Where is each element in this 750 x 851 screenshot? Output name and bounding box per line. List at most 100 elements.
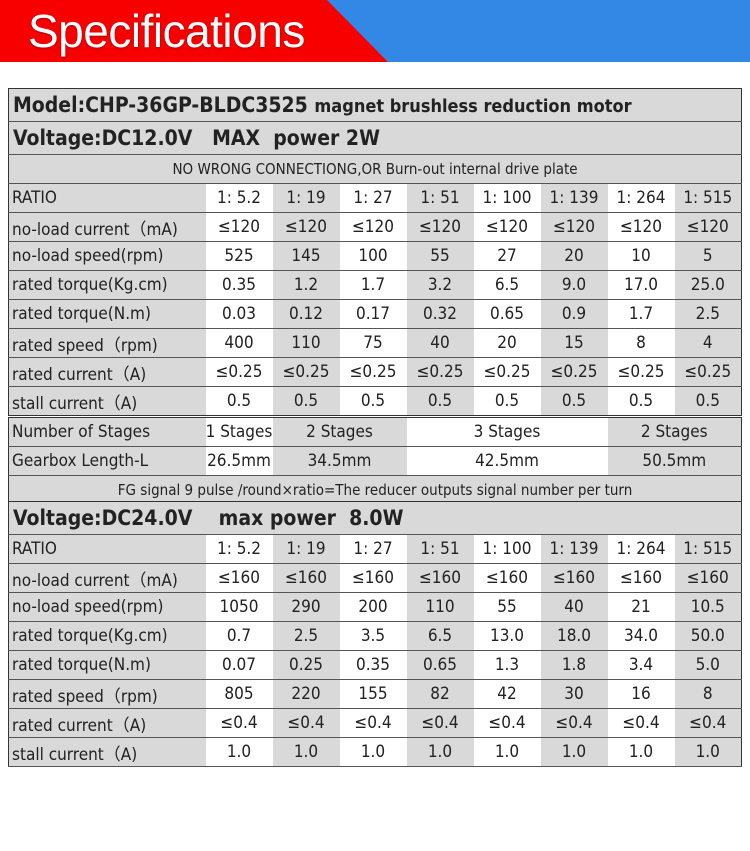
value-cell: ≤120 — [607, 212, 675, 242]
value-cell: 27 — [473, 241, 541, 271]
value-cell: 1.0 — [406, 737, 474, 767]
value-cell: 82 — [406, 679, 474, 709]
value-cell: 18.0 — [540, 621, 608, 651]
value-cell: 34.0 — [607, 621, 675, 651]
voltage-12v-title: Voltage:DC12.0V MAX power 2W — [8, 121, 742, 155]
value-cell: ≤0.25 — [205, 357, 273, 387]
value-cell: 8 — [674, 679, 742, 709]
value-cell: 50.0 — [674, 621, 742, 651]
value-cell: 1.2 — [272, 270, 340, 300]
warning-note: NO WRONG CONNECTIONG,OR Burn-out interna… — [8, 154, 742, 184]
value-cell: 110 — [406, 592, 474, 622]
table-row: stall current（A) 1.0 1.0 1.0 1.0 1.0 1.0 1.0 1.0 — [8, 737, 742, 767]
value-cell: ≤0.4 — [272, 708, 340, 738]
value-cell: 1: 139 — [540, 534, 608, 564]
value-cell: 20 — [473, 328, 541, 358]
value-cell: 15 — [540, 328, 608, 358]
value-cell: 1: 51 — [406, 183, 474, 213]
value-cell: 0.5 — [406, 386, 474, 418]
value-cell: 1: 100 — [473, 183, 541, 213]
table-row: no-load current（mA) ≤160 ≤160 ≤160 ≤160 ≤160 ≤… — [8, 563, 742, 593]
fg-signal-note: FG signal 9 pulse /round×ratio=The reduc… — [8, 475, 742, 505]
value-cell: ≤0.25 — [339, 357, 407, 387]
value-cell: 25.0 — [674, 270, 742, 300]
value-cell: 20 — [540, 241, 608, 271]
value-cell: 0.5 — [540, 386, 608, 418]
stages-cell: 1 Stages — [205, 416, 273, 447]
value-cell: 1: 264 — [607, 534, 675, 564]
value-cell: 3.4 — [607, 650, 675, 680]
table-row: rated speed（rpm) 805 220 155 82 42 30 16 8 — [8, 679, 742, 709]
value-cell: 1.7 — [607, 299, 675, 329]
row-label: rated current（A) — [8, 708, 206, 738]
length-label: Gearbox Length-L — [8, 446, 206, 476]
table-row: rated current（A) ≤0.25 ≤0.25 ≤0.25 ≤0.25 ≤0.2… — [8, 357, 742, 387]
value-cell: ≤0.4 — [674, 708, 742, 738]
value-cell: ≤160 — [406, 563, 474, 593]
value-cell: ≤0.4 — [339, 708, 407, 738]
row-label: RATIO — [8, 534, 206, 564]
table-row: no-load speed(rpm) 1050 290 200 110 55 40 21 10.… — [8, 592, 742, 622]
value-cell: ≤0.25 — [272, 357, 340, 387]
value-cell: 1: 27 — [339, 183, 407, 213]
value-cell: 75 — [339, 328, 407, 358]
row-label: rated current（A) — [8, 357, 206, 387]
table-row: rated speed（rpm) 400 110 75 40 20 15 8 4 — [8, 328, 742, 358]
value-cell: 0.12 — [272, 299, 340, 329]
value-cell: 0.9 — [540, 299, 608, 329]
value-cell: 1: 264 — [607, 183, 675, 213]
value-cell: 1.0 — [339, 737, 407, 767]
value-cell: 1: 515 — [674, 183, 742, 213]
value-cell: 40 — [540, 592, 608, 622]
value-cell: 0.35 — [339, 650, 407, 680]
value-cell: 1: 139 — [540, 183, 608, 213]
value-cell: 0.25 — [272, 650, 340, 680]
value-cell: 30 — [540, 679, 608, 709]
value-cell: ≤120 — [674, 212, 742, 242]
stages-cell: 2 Stages — [607, 416, 742, 447]
value-cell: ≤120 — [272, 212, 340, 242]
value-cell: 0.7 — [205, 621, 273, 651]
value-cell: 1.0 — [607, 737, 675, 767]
value-cell: 0.5 — [607, 386, 675, 418]
row-label: rated torque(N.m) — [8, 650, 206, 680]
value-cell: 155 — [339, 679, 407, 709]
spec-table-24v: Voltage:DC24.0V max power 8.0W RATIO 1: 5… — [8, 501, 742, 767]
value-cell: 220 — [272, 679, 340, 709]
table-row: no-load current（mA) ≤120 ≤120 ≤120 ≤120 ≤120 ≤… — [8, 212, 742, 242]
table-row: rated torque(N.m) 0.03 0.12 0.17 0.32 0.65 0.9… — [8, 299, 742, 329]
row-label: rated torque(Kg.cm) — [8, 621, 206, 651]
value-cell: 1: 27 — [339, 534, 407, 564]
value-cell: ≤120 — [406, 212, 474, 242]
value-cell: ≤0.25 — [406, 357, 474, 387]
value-cell: 1: 515 — [674, 534, 742, 564]
value-cell: 525 — [205, 241, 273, 271]
value-cell: ≤0.4 — [406, 708, 474, 738]
value-cell: 1.0 — [674, 737, 742, 767]
value-cell: 0.03 — [205, 299, 273, 329]
value-cell: 5.0 — [674, 650, 742, 680]
value-cell: 0.5 — [674, 386, 742, 418]
value-cell: 0.07 — [205, 650, 273, 680]
value-cell: 5 — [674, 241, 742, 271]
spec-table-12v: Model:CHP-36GP-BLDC3525 magnet brushless… — [8, 88, 743, 505]
value-cell: 4 — [674, 328, 742, 358]
value-cell: 110 — [272, 328, 340, 358]
value-cell: ≤120 — [540, 212, 608, 242]
banner-red-shape — [0, 0, 388, 62]
voltage-24v-title: Voltage:DC24.0V max power 8.0W — [8, 501, 742, 535]
value-cell: ≤0.25 — [540, 357, 608, 387]
table-row: rated torque(N.m) 0.07 0.25 0.35 0.65 1.3 1.8 3… — [8, 650, 742, 680]
row-label: no-load speed(rpm) — [8, 592, 206, 622]
value-cell: 0.35 — [205, 270, 273, 300]
value-cell: ≤0.25 — [674, 357, 742, 387]
table-row: rated current（A) ≤0.4 ≤0.4 ≤0.4 ≤0.4 ≤0.4 ≤0.4… — [8, 708, 742, 738]
value-cell: 0.65 — [473, 299, 541, 329]
value-cell: 6.5 — [406, 621, 474, 651]
value-cell: ≤160 — [272, 563, 340, 593]
row-label: no-load speed(rpm) — [8, 241, 206, 271]
value-cell: 200 — [339, 592, 407, 622]
value-cell: ≤160 — [674, 563, 742, 593]
table-row: rated torque(Kg.cm) 0.35 1.2 1.7 3.2 6.5 9.0 17… — [8, 270, 742, 300]
row-label: rated speed（rpm) — [8, 679, 206, 709]
